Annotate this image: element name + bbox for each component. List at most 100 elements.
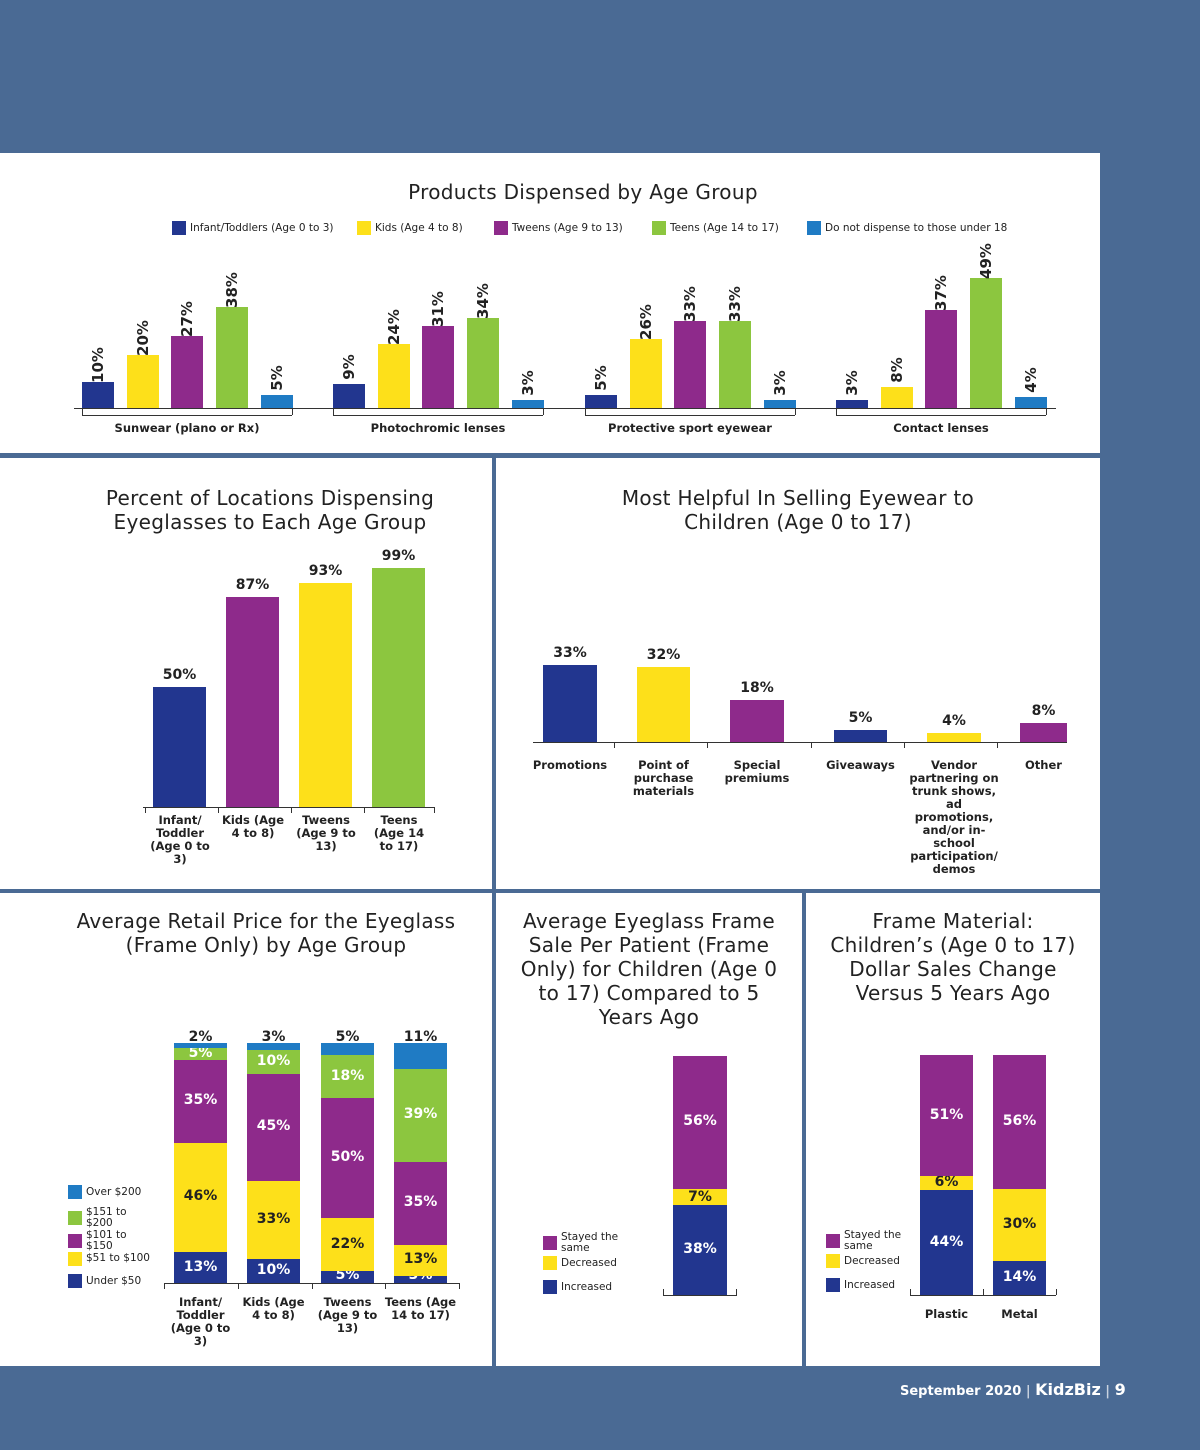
data-label: 3% [843, 370, 861, 396]
bar-segment [394, 1069, 447, 1162]
bar [970, 278, 1003, 408]
data-label: 5% [848, 710, 873, 727]
tick [364, 807, 365, 813]
bracket-end [585, 409, 586, 415]
legend-item: Do not dispense to those under 18 [807, 221, 1007, 235]
chart-title-price: Average Retail Price for the Eyeglass (F… [76, 909, 456, 957]
bar-segment [394, 1043, 447, 1070]
data-label: 5% [335, 1029, 360, 1045]
legend-item: Decreased [826, 1254, 900, 1268]
legend-label: Kids (Age 4 to 8) [375, 221, 463, 234]
legend-label: Decreased [844, 1254, 900, 1267]
bar [629, 339, 662, 408]
legend-label: Infant/Toddlers (Age 0 to 3) [190, 221, 334, 234]
chart-title-products: Products Dispensed by Age Group [408, 180, 758, 204]
legend-label: Do not dispense to those under 18 [825, 221, 1008, 234]
footer-date: September 2020 [900, 1384, 1022, 1399]
tick [1056, 1289, 1057, 1295]
legend-swatch [543, 1256, 557, 1270]
x-axis [74, 408, 1056, 409]
bar-segment [673, 1205, 727, 1295]
bracket-end [795, 409, 796, 415]
bracket-end [292, 409, 293, 415]
bar-segment [247, 1073, 300, 1181]
bar-segment [673, 1056, 727, 1189]
tick [164, 1283, 165, 1289]
legend-label: Over $200 [86, 1185, 142, 1198]
bar [171, 336, 204, 408]
category-label: Tweens (Age 9 to 13) [317, 1295, 378, 1335]
bar [763, 400, 796, 408]
bar [836, 400, 868, 408]
data-label: 38% [223, 272, 242, 309]
bar [299, 582, 352, 807]
legend-swatch [68, 1274, 82, 1289]
bar [927, 732, 981, 742]
category-label: Kids (Age 4 to 8) [242, 1295, 305, 1322]
data-label: 5% [592, 365, 610, 391]
bracket-end [333, 409, 334, 415]
bracket-end [1046, 409, 1047, 415]
bar-segment [321, 1043, 374, 1055]
bar-segment [321, 1271, 374, 1283]
bar [637, 667, 690, 742]
data-label: 2% [188, 1029, 213, 1045]
data-label: 39% [403, 1106, 438, 1123]
data-label: 27% [178, 301, 197, 338]
data-label: 18% [330, 1067, 365, 1084]
bar-segment [920, 1176, 973, 1191]
x-axis [663, 1295, 737, 1296]
group-bracket [82, 415, 292, 416]
bar [216, 307, 249, 408]
category-label: Sunwear (plano or Rx) [114, 421, 260, 435]
bar-segment [174, 1142, 227, 1253]
category-label: Photochromic lenses [370, 421, 506, 435]
bar [260, 394, 293, 408]
data-label: 3% [518, 370, 537, 396]
data-label: 35% [403, 1194, 438, 1211]
legend-item: Decreased [543, 1256, 617, 1270]
bar-segment [993, 1055, 1046, 1190]
data-label: 8% [887, 357, 906, 383]
footer-brand: KidzBiz [1035, 1380, 1101, 1399]
data-label: 34% [474, 282, 493, 319]
tick [904, 742, 905, 748]
data-label: 99% [381, 548, 416, 565]
legend-item: $51 to $100 [68, 1251, 150, 1266]
data-label: 51% [929, 1106, 964, 1123]
bar [674, 320, 707, 408]
data-label: 31% [429, 290, 448, 327]
tick [291, 807, 292, 813]
category-label: Teens (Age 14 to 17) [384, 1295, 457, 1322]
data-label: 50% [162, 666, 197, 683]
bar [1014, 397, 1047, 408]
data-label: 87% [235, 577, 270, 594]
group-bracket [585, 415, 795, 416]
data-label: 37% [932, 274, 951, 311]
bar [467, 317, 500, 408]
bar [377, 344, 410, 408]
tick [434, 807, 435, 813]
category-label: Infant/ Toddler (Age 0 to 3) [170, 1295, 231, 1348]
bar-segment [394, 1161, 447, 1245]
bar-segment [394, 1275, 447, 1283]
bracket-end [836, 409, 837, 415]
bar [925, 309, 958, 408]
bar-segment [673, 1188, 727, 1206]
bar-segment [247, 1259, 300, 1283]
bar [834, 730, 887, 742]
bar [543, 665, 597, 742]
chart-title-helpful: Most Helpful In Selling Eyewear to Child… [621, 486, 975, 534]
data-label: 13% [183, 1258, 218, 1275]
data-label: 93% [308, 562, 343, 579]
legend-swatch [807, 221, 821, 235]
legend-label: Increased [561, 1280, 613, 1293]
legend-item: Under $50 [68, 1274, 141, 1289]
legend-swatch [826, 1278, 840, 1292]
legend-label: Teens (Age 14 to 17) [670, 221, 779, 234]
legend-item: $151 to $200 [68, 1207, 156, 1229]
legend-swatch [68, 1251, 82, 1266]
tick [145, 807, 146, 813]
bar-segment [174, 1252, 227, 1283]
data-label: 20% [133, 320, 152, 356]
